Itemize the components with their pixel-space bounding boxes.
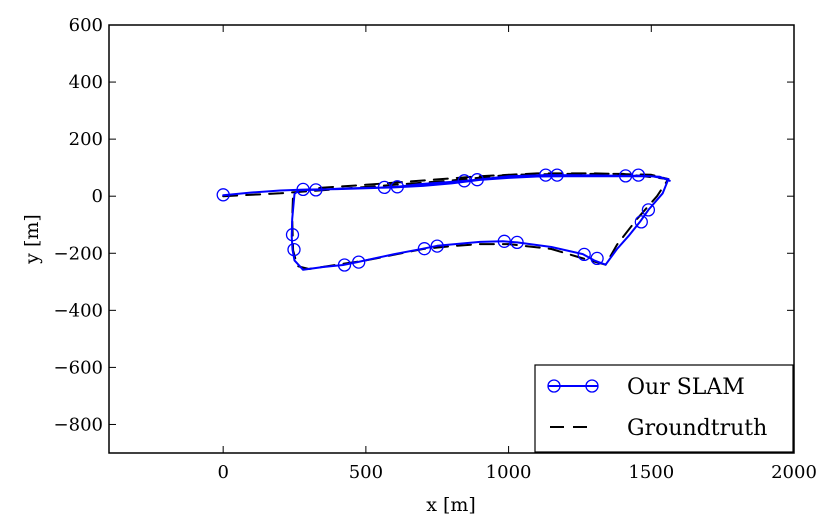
our-slam-marker: [457, 174, 471, 188]
y-tick-label: 600: [69, 15, 103, 36]
our-slam-marker: [417, 242, 432, 256]
legend-marker-our-slam-left: [547, 379, 561, 393]
x-tick-label: 2000: [771, 462, 817, 483]
our-slam-marker: [390, 180, 404, 194]
legend-marker-our-slam-right: [585, 379, 599, 393]
y-tick-label: 0: [92, 186, 103, 207]
y-axis-label: y [m]: [21, 214, 43, 265]
our-slam-marker: [577, 247, 591, 262]
legend: Our SLAM Groundtruth: [534, 364, 794, 453]
x-tick-label: 1500: [628, 462, 674, 483]
our-slam-marker: [377, 180, 392, 195]
y-tick-label: −800: [54, 414, 103, 435]
x-tick-label: 0: [217, 462, 228, 483]
our-slam-marker: [285, 228, 300, 242]
our-slam-marker: [352, 255, 366, 269]
our-slam-marker: [430, 239, 444, 253]
y-tick-label: −400: [54, 300, 103, 321]
legend-box: [534, 364, 794, 453]
series-line-groundtruth: [222, 172, 670, 270]
our-slam-marker: [631, 168, 646, 182]
x-tick-label: 1000: [486, 462, 532, 483]
legend-label-groundtruth: Groundtruth: [627, 416, 767, 441]
y-axis-ticks: 600 400 200 0 −200 −400 −600 −800: [54, 15, 794, 435]
y-tick-label: −200: [54, 243, 103, 264]
our-slam-marker: [634, 215, 648, 229]
our-slam-marker: [470, 173, 484, 187]
our-slam-marker: [618, 169, 633, 183]
our-slam-marker: [287, 242, 301, 257]
our-slam-marker: [296, 182, 310, 197]
plot-frame: [108, 24, 795, 454]
our-slam-marker: [309, 183, 323, 197]
legend-label-our-slam: Our SLAM: [627, 375, 745, 400]
y-tick-label: 400: [69, 72, 103, 93]
marker-layer: [216, 168, 656, 272]
our-slam-marker: [550, 168, 564, 182]
our-slam-marker: [337, 258, 352, 272]
our-slam-marker: [510, 235, 524, 250]
our-slam-marker: [497, 234, 511, 248]
x-tick-label: 500: [349, 462, 383, 483]
our-slam-marker: [590, 251, 604, 266]
our-slam-marker: [216, 188, 230, 202]
our-slam-marker: [641, 203, 656, 217]
y-tick-label: −600: [54, 357, 103, 378]
x-axis-ticks: 0 500 1000 1500 2000: [217, 25, 817, 483]
y-tick-label: 200: [69, 129, 103, 150]
x-axis-label: x [m]: [426, 494, 476, 516]
